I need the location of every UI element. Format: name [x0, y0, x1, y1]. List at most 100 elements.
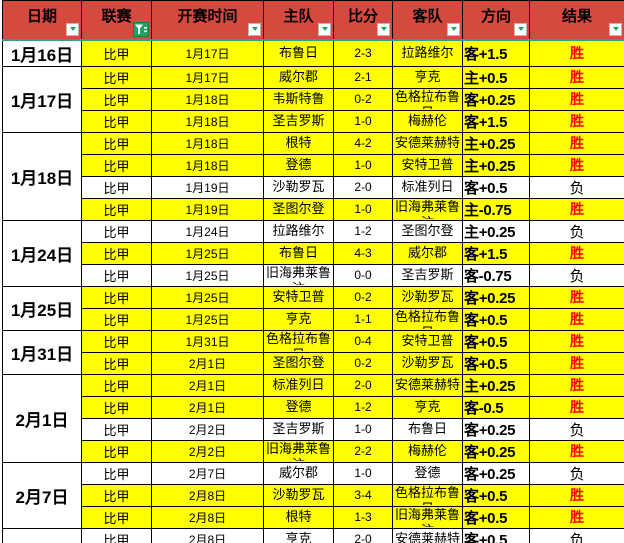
cell-result[interactable]: 胜 — [529, 285, 624, 309]
cell-result[interactable]: 胜 — [529, 373, 624, 397]
header-cell-score[interactable]: 比分 — [333, 0, 393, 41]
cell-away-team[interactable]: 安德莱赫特 — [392, 131, 463, 155]
cell-date[interactable]: 2月7日 — [2, 461, 82, 529]
cell-league[interactable]: 比甲 — [81, 241, 152, 265]
cell-date[interactable]: 1月24日 — [2, 219, 82, 287]
cell-away-team[interactable]: 亨克 — [392, 65, 463, 89]
cell-home-team[interactable]: 拉路维尔 — [263, 219, 334, 243]
cell-home-team[interactable]: 威尔郡 — [263, 65, 334, 89]
cell-score[interactable]: 2-1 — [333, 65, 393, 89]
cell-score[interactable]: 2-0 — [333, 527, 393, 543]
cell-kickoff[interactable]: 2月2日 — [151, 417, 264, 441]
cell-away-team[interactable]: 梅赫伦 — [392, 109, 463, 133]
cell-kickoff[interactable]: 1月24日 — [151, 219, 264, 243]
filter-dropdown-button[interactable] — [248, 22, 261, 36]
cell-kickoff[interactable]: 2月8日 — [151, 505, 264, 529]
cell-home-team[interactable]: 圣吉罗斯 — [263, 417, 334, 441]
cell-league[interactable]: 比甲 — [81, 329, 152, 353]
cell-direction[interactable]: 客+0.25 — [462, 87, 530, 111]
cell-league[interactable]: 比甲 — [81, 285, 152, 309]
cell-league[interactable]: 比甲 — [81, 263, 152, 287]
cell-away-team[interactable]: 旧海弗莱鲁汶 — [392, 197, 463, 221]
cell-result[interactable]: 胜 — [529, 329, 624, 353]
cell-score[interactable]: 2-2 — [333, 439, 393, 463]
cell-date[interactable]: 1月25日 — [2, 285, 82, 331]
cell-direction[interactable]: 主+0.25 — [462, 131, 530, 155]
cell-kickoff[interactable]: 1月18日 — [151, 87, 264, 111]
cell-result[interactable]: 胜 — [529, 87, 624, 111]
cell-kickoff[interactable]: 1月25日 — [151, 285, 264, 309]
cell-kickoff[interactable]: 2月7日 — [151, 461, 264, 485]
cell-result[interactable]: 负 — [529, 461, 624, 485]
cell-away-team[interactable]: 威尔郡 — [392, 241, 463, 265]
cell-away-team[interactable]: 安德莱赫特 — [392, 373, 463, 397]
cell-result[interactable]: 胜 — [529, 39, 624, 67]
cell-direction[interactable]: 客+1.5 — [462, 39, 530, 67]
cell-direction[interactable]: 主+0.5 — [462, 65, 530, 89]
cell-score[interactable]: 1-0 — [333, 153, 393, 177]
cell-score[interactable]: 0-2 — [333, 87, 393, 111]
cell-direction[interactable]: 客+1.5 — [462, 109, 530, 133]
cell-league[interactable]: 比甲 — [81, 505, 152, 529]
cell-away-team[interactable]: 圣吉罗斯 — [392, 263, 463, 287]
cell-league[interactable]: 比甲 — [81, 483, 152, 507]
cell-result[interactable]: 胜 — [529, 153, 624, 177]
cell-away-team[interactable]: 标准列日 — [392, 175, 463, 199]
cell-home-team[interactable]: 布鲁日 — [263, 39, 334, 67]
cell-away-team[interactable]: 色格拉布鲁日 — [392, 307, 463, 331]
cell-away-team[interactable]: 布鲁日 — [392, 417, 463, 441]
cell-league[interactable]: 比甲 — [81, 153, 152, 177]
cell-score[interactable]: 3-4 — [333, 483, 393, 507]
header-cell-result[interactable]: 结果 — [529, 0, 624, 41]
filter-dropdown-button[interactable] — [514, 22, 527, 36]
cell-home-team[interactable]: 圣图尔登 — [263, 197, 334, 221]
cell-date[interactable]: 1月31日 — [2, 329, 82, 375]
cell-league[interactable]: 比甲 — [81, 109, 152, 133]
cell-home-team[interactable]: 圣图尔登 — [263, 351, 334, 375]
cell-score[interactable]: 1-1 — [333, 307, 393, 331]
cell-league[interactable]: 比甲 — [81, 197, 152, 221]
header-cell-away-team[interactable]: 客队 — [392, 0, 463, 41]
cell-score[interactable]: 0-2 — [333, 285, 393, 309]
cell-league[interactable]: 比甲 — [81, 373, 152, 397]
cell-score[interactable]: 0-4 — [333, 329, 393, 353]
cell-date[interactable]: 2月8日 — [2, 527, 82, 543]
cell-home-team[interactable]: 亨克 — [263, 307, 334, 331]
cell-away-team[interactable]: 安德莱赫特 — [392, 527, 463, 543]
cell-kickoff[interactable]: 2月8日 — [151, 527, 264, 543]
cell-kickoff[interactable]: 1月25日 — [151, 263, 264, 287]
cell-score[interactable]: 1-0 — [333, 197, 393, 221]
cell-away-team[interactable]: 安特卫普 — [392, 153, 463, 177]
cell-score[interactable]: 1-0 — [333, 461, 393, 485]
cell-home-team[interactable]: 标准列日 — [263, 373, 334, 397]
cell-league[interactable]: 比甲 — [81, 175, 152, 199]
cell-kickoff[interactable]: 1月25日 — [151, 307, 264, 331]
filter-dropdown-button[interactable] — [318, 22, 331, 36]
cell-home-team[interactable]: 威尔郡 — [263, 461, 334, 485]
cell-result[interactable]: 胜 — [529, 351, 624, 375]
cell-result[interactable]: 胜 — [529, 307, 624, 331]
filter-dropdown-button[interactable] — [377, 22, 390, 36]
cell-home-team[interactable]: 根特 — [263, 505, 334, 529]
cell-date[interactable]: 1月17日 — [2, 65, 82, 133]
cell-direction[interactable]: 客+1.5 — [462, 241, 530, 265]
cell-kickoff[interactable]: 2月1日 — [151, 373, 264, 397]
cell-kickoff[interactable]: 1月19日 — [151, 197, 264, 221]
filter-dropdown-button[interactable] — [609, 22, 622, 36]
cell-score[interactable]: 2-0 — [333, 175, 393, 199]
cell-league[interactable]: 比甲 — [81, 527, 152, 543]
cell-direction[interactable]: 客+0.5 — [462, 175, 530, 199]
cell-date[interactable]: 2月1日 — [2, 373, 82, 463]
cell-direction[interactable]: 客+0.5 — [462, 527, 530, 543]
cell-result[interactable]: 负 — [529, 417, 624, 441]
cell-date[interactable]: 1月18日 — [2, 131, 82, 221]
cell-away-team[interactable]: 沙勒罗瓦 — [392, 285, 463, 309]
cell-kickoff[interactable]: 1月18日 — [151, 131, 264, 155]
filter-dropdown-button[interactable] — [66, 22, 79, 36]
cell-result[interactable]: 胜 — [529, 109, 624, 133]
cell-score[interactable]: 2-3 — [333, 39, 393, 67]
cell-away-team[interactable]: 安特卫普 — [392, 329, 463, 353]
cell-kickoff[interactable]: 2月1日 — [151, 351, 264, 375]
cell-direction[interactable]: 客+0.25 — [462, 417, 530, 441]
cell-score[interactable]: 1-2 — [333, 395, 393, 419]
